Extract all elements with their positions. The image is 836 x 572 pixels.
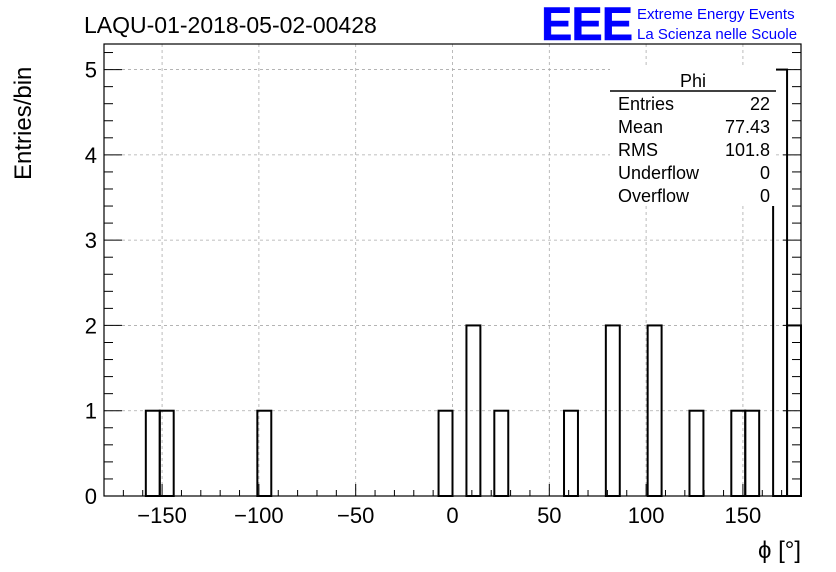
stats-row-value: 101.8 [725, 140, 770, 160]
x-tick-label: −150 [137, 503, 187, 528]
y-axis-label: Entries/bin [10, 67, 37, 180]
stats-row-value: 77.43 [725, 117, 770, 137]
x-axis-label: ϕ [°] [758, 537, 801, 564]
y-tick-label: 2 [85, 313, 97, 338]
stats-row-label: Mean [618, 117, 663, 137]
stats-row-value: 22 [750, 94, 770, 114]
y-tick-label: 4 [85, 143, 97, 168]
y-tick-label: 3 [85, 228, 97, 253]
x-tick-label: −50 [337, 503, 374, 528]
stats-row-label: Entries [618, 94, 674, 114]
stats-row-label: RMS [618, 140, 658, 160]
run-title: LAQU-01-2018-05-02-00428 [84, 12, 377, 38]
x-tick-label: 150 [725, 503, 762, 528]
x-tick-label: 50 [537, 503, 561, 528]
stats-row-label: Overflow [618, 186, 690, 206]
stats-rows: Entries 22 Mean 77.43 RMS 101.8 Underflow 0 Over… [618, 94, 770, 206]
x-tick-label: 0 [446, 503, 458, 528]
stats-title: Phi [680, 71, 706, 91]
ticks-layer: −150 −100 −50 0 50 100 150 0 1 2 3 4 5 [85, 52, 801, 528]
y-tick-label: 0 [85, 484, 97, 509]
x-tick-label: −100 [234, 503, 284, 528]
stats-row-label: Underflow [618, 163, 700, 183]
y-tick-label: 5 [85, 58, 97, 83]
stats-row-value: 0 [760, 163, 770, 183]
stats-box: Phi Entries 22 Mean 77.43 RMS 101.8 Underflow 0… [610, 68, 776, 206]
eee-logo: EEE [541, 0, 632, 50]
stats-row-value: 0 [760, 186, 770, 206]
x-tick-label: 100 [628, 503, 665, 528]
logo-line-1: Extreme Energy Events [637, 6, 795, 23]
logo-line-2: La Scienza nelle Scuole [637, 26, 797, 43]
y-tick-label: 1 [85, 399, 97, 424]
